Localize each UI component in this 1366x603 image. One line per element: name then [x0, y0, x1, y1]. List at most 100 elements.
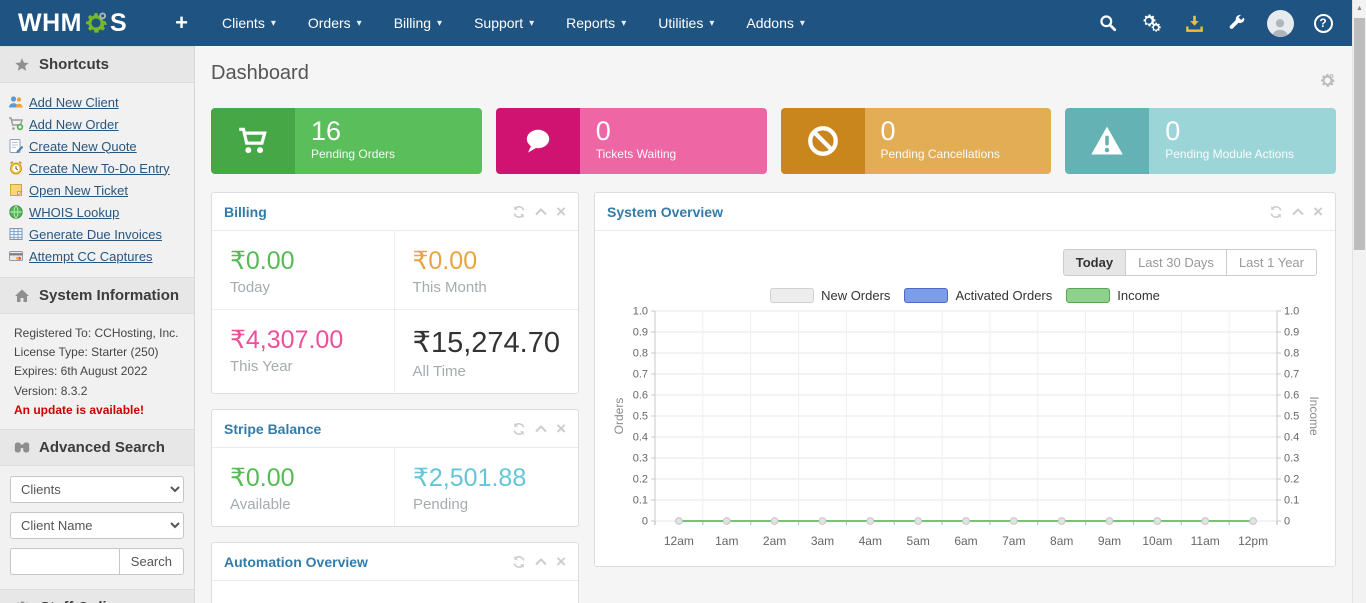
- shortcuts-list: Add New Client Add New Order Create New …: [0, 83, 194, 277]
- nav-item-utilities[interactable]: Utilities ▾: [658, 15, 715, 31]
- system-overview-chart: 0 0 0.1 0.1 0.2 0.2 0.3 0.3 0.4 0.4 0.5 0.5 0.6 0.6 0.…: [607, 305, 1323, 560]
- search-type-select[interactable]: Clients: [10, 475, 184, 503]
- collapse-icon[interactable]: [535, 207, 547, 216]
- nav-item-orders[interactable]: Orders ▾: [307, 15, 362, 31]
- shortcut-whois-lookup[interactable]: WHOIS Lookup: [29, 204, 120, 220]
- cogs-icon[interactable]: [1136, 8, 1166, 38]
- add-client-icon: [9, 96, 23, 108]
- svg-text:0.3: 0.3: [1284, 453, 1299, 465]
- nav-item-clients[interactable]: Clients ▾: [222, 15, 276, 31]
- panel-title: System Overview: [607, 203, 723, 220]
- whmcs-logo[interactable]: WHM S: [18, 9, 127, 38]
- help-icon[interactable]: ?: [1308, 8, 1338, 38]
- stat-card-tickets-waiting[interactable]: 0 Tickets Waiting: [495, 108, 767, 174]
- chart-legend: New Orders Activated Orders Income: [607, 288, 1323, 303]
- system-information-body: Registered To: CCHosting, Inc. License T…: [0, 314, 194, 429]
- stat-label: Tickets Waiting: [595, 147, 677, 162]
- automation-overview-panel: Automation Overview ×: [211, 542, 579, 603]
- download-icon[interactable]: [1179, 8, 1209, 38]
- chevron-down-icon: ▾: [437, 17, 443, 29]
- billing-today-amount: ₹0.00: [230, 247, 295, 275]
- nav-item-support[interactable]: Support ▾: [474, 15, 535, 31]
- left-sidebar: Shortcuts Add New Client Add New Order C…: [0, 46, 195, 603]
- collapse-icon[interactable]: [535, 557, 547, 566]
- nav-item-billing[interactable]: Billing ▾: [393, 15, 443, 31]
- billing-year-amount: ₹4,307.00: [230, 326, 344, 354]
- refresh-icon[interactable]: [1269, 205, 1283, 219]
- collapse-icon[interactable]: [1292, 207, 1304, 216]
- scrollbar-up-arrow[interactable]: ▲: [1356, 4, 1363, 12]
- main-content: Dashboard 16 Pending Orders: [195, 46, 1352, 603]
- update-available-alert[interactable]: An update is available!: [14, 402, 145, 417]
- refresh-icon[interactable]: [512, 422, 526, 436]
- svg-text:9am: 9am: [1098, 534, 1121, 548]
- search-field-select[interactable]: Client Name: [10, 511, 184, 539]
- shortcut-open-new-ticket[interactable]: Open New Ticket: [29, 182, 128, 198]
- scrollbar-thumb[interactable]: [1354, 18, 1365, 250]
- panel-title: Automation Overview: [224, 553, 368, 570]
- shortcuts-header: Shortcuts: [0, 46, 194, 83]
- legend-swatch: [1066, 288, 1111, 303]
- billing-month-amount: ₹0.00: [412, 247, 478, 275]
- stripe-balance-panel: Stripe Balance × ₹0.00 Avai: [211, 409, 579, 527]
- advanced-search-input[interactable]: [10, 547, 119, 575]
- svg-text:0.5: 0.5: [1284, 411, 1299, 423]
- nav-item-reports[interactable]: Reports ▾: [566, 15, 627, 31]
- shortcut-add-new-client[interactable]: Add New Client: [29, 94, 119, 110]
- list-item: Open New Ticket: [6, 179, 188, 201]
- svg-text:1.0: 1.0: [1284, 306, 1299, 318]
- stat-card-pending-cancellations[interactable]: 0 Pending Cancellations: [780, 108, 1052, 174]
- wrench-icon[interactable]: [1222, 8, 1252, 38]
- todo-icon: [9, 160, 23, 175]
- chevron-down-icon: ▾: [621, 17, 627, 29]
- svg-text:0.6: 0.6: [633, 390, 648, 402]
- logo-gear-icon: [83, 10, 109, 36]
- svg-text:7am: 7am: [1002, 534, 1025, 548]
- legend-swatch: [904, 288, 949, 303]
- range-button-last-30-days[interactable]: Last 30 Days: [1126, 249, 1227, 276]
- close-icon[interactable]: ×: [556, 552, 566, 571]
- close-icon[interactable]: ×: [556, 202, 566, 221]
- stripe-pending-amount: ₹2,501.88: [413, 464, 527, 492]
- range-button-today[interactable]: Today: [1062, 249, 1127, 276]
- stripe-available-amount: ₹0.00: [230, 464, 295, 492]
- search-icon[interactable]: [1093, 8, 1123, 38]
- svg-text:4am: 4am: [859, 534, 882, 548]
- shortcut-add-new-order[interactable]: Add New Order: [29, 116, 119, 132]
- search-button[interactable]: Search: [118, 547, 184, 575]
- add-order-icon: [9, 117, 24, 131]
- automation-overview-body: [212, 581, 578, 603]
- list-item: Attempt CC Captures: [6, 245, 188, 267]
- cart-icon: [211, 108, 295, 174]
- globe-icon: [9, 205, 23, 219]
- close-icon[interactable]: ×: [556, 419, 566, 438]
- svg-text:0.8: 0.8: [633, 348, 648, 360]
- stat-card-pending-module-actions[interactable]: 0 Pending Module Actions: [1065, 108, 1336, 174]
- refresh-icon[interactable]: [512, 555, 526, 569]
- nav-item-addons[interactable]: Addons ▾: [746, 15, 805, 31]
- stat-card-pending-orders[interactable]: 16 Pending Orders: [211, 108, 482, 174]
- dashboard-settings-gear-icon[interactable]: [1319, 72, 1336, 94]
- shortcut-attempt-cc-captures[interactable]: Attempt CC Captures: [29, 248, 153, 264]
- shortcut-create-new-quote[interactable]: Create New Quote: [29, 138, 137, 154]
- shortcut-create-new-todo[interactable]: Create New To-Do Entry: [29, 160, 170, 176]
- list-item: Add New Order: [6, 113, 188, 135]
- user-avatar[interactable]: [1265, 8, 1295, 38]
- range-button-last-1-year[interactable]: Last 1 Year: [1226, 249, 1317, 276]
- close-icon[interactable]: ×: [1313, 202, 1323, 221]
- binoculars-icon: [14, 442, 30, 453]
- svg-text:0.4: 0.4: [633, 432, 648, 444]
- svg-text:Income: Income: [1307, 396, 1321, 436]
- quick-add-button[interactable]: +: [175, 10, 189, 35]
- collapse-icon[interactable]: [535, 424, 547, 433]
- advanced-search-body: Clients Client Name Search: [0, 466, 194, 589]
- svg-text:11am: 11am: [1191, 534, 1220, 548]
- list-item: Create New To-Do Entry: [6, 157, 188, 179]
- svg-text:12am: 12am: [664, 534, 694, 548]
- vertical-scrollbar[interactable]: ▲: [1352, 0, 1366, 603]
- refresh-icon[interactable]: [512, 205, 526, 219]
- top-navbar: WHM S + Clients ▾ Orders ▾ Billing ▾ Suppor…: [0, 0, 1352, 46]
- stat-value: 0: [1165, 116, 1181, 146]
- shortcut-generate-due-invoices[interactable]: Generate Due Invoices: [29, 226, 162, 242]
- svg-text:0.1: 0.1: [1284, 495, 1299, 507]
